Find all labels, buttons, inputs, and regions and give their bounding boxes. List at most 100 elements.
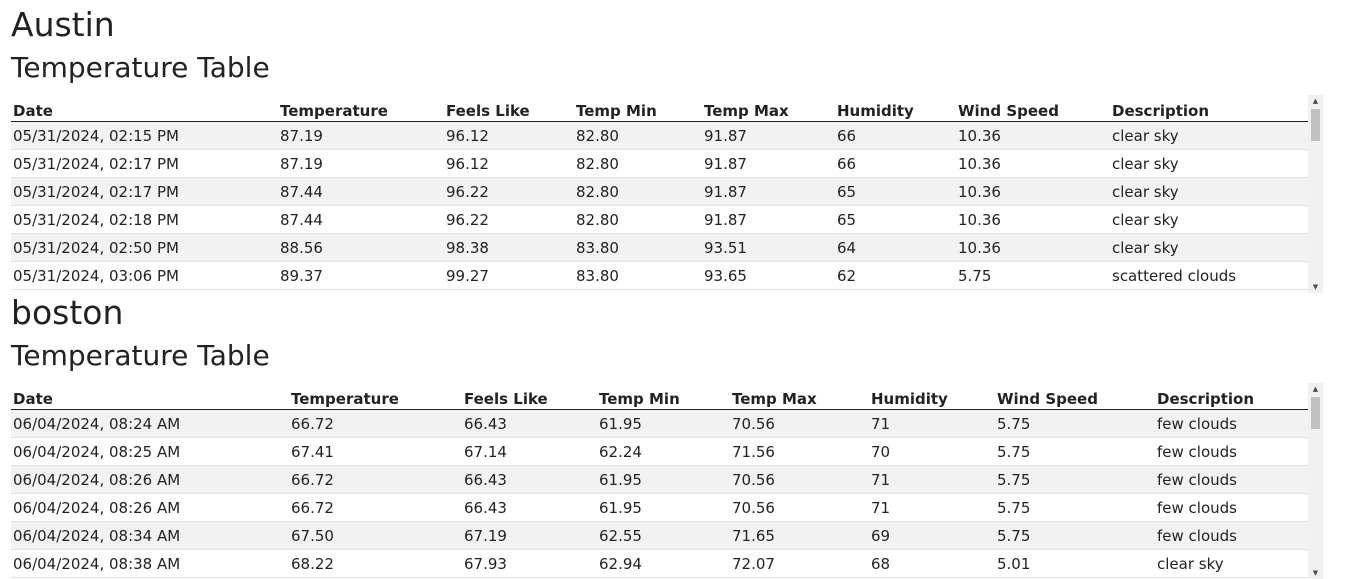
cell-date: 06/04/2024, 08:25 AM: [11, 437, 289, 466]
cell-date: 06/04/2024, 08:26 AM: [11, 493, 289, 522]
table-row: 06/04/2024, 08:26 AM 66.72 66.43 61.95 70.56…: [11, 465, 1308, 494]
cell-description: clear sky: [1110, 149, 1308, 178]
cell-temperature: 89.37: [278, 261, 444, 290]
cell-date: 06/04/2024, 08:24 AM: [11, 409, 289, 438]
cell-description: clear sky: [1110, 233, 1308, 262]
cell-description: clear sky: [1155, 549, 1308, 578]
table-scroll-container[interactable]: Date Temperature Feels Like Temp Min Tem…: [11, 95, 1323, 293]
cell-temp-max: 93.65: [702, 261, 835, 290]
table-row: 06/04/2024, 08:38 AM 68.22 67.93 62.94 72.07…: [11, 549, 1308, 578]
cell-feels-like: 96.22: [444, 177, 574, 206]
cell-wind-speed: 10.36: [956, 121, 1110, 150]
cell-temp-min: 61.95: [597, 465, 730, 494]
cell-feels-like: 66.43: [462, 493, 597, 522]
table-header-row: Date Temperature Feels Like Temp Min Tem…: [11, 383, 1308, 410]
cell-date: 05/31/2024, 02:50 PM: [11, 233, 278, 262]
cell-humidity: 71: [869, 465, 995, 494]
cell-temperature: 87.44: [278, 205, 444, 234]
cell-date: 06/04/2024, 08:34 AM: [11, 521, 289, 550]
table-row: 06/04/2024, 08:24 AM 66.72 66.43 61.95 70.56…: [11, 409, 1308, 438]
cell-temperature: 88.56: [278, 233, 444, 262]
cell-temp-max: 70.56: [730, 409, 869, 438]
table-row: 05/31/2024, 02:17 PM 87.44 96.22 82.80 91.87…: [11, 177, 1308, 206]
cell-date: 05/31/2024, 02:17 PM: [11, 177, 278, 206]
cell-date: 06/04/2024, 08:26 AM: [11, 465, 289, 494]
vertical-scrollbar[interactable]: ▲ ▼: [1308, 383, 1323, 579]
cell-temp-max: 70.56: [730, 465, 869, 494]
table-body: 06/04/2024, 08:24 AM 66.72 66.43 61.95 70.56…: [11, 409, 1308, 578]
table-row: 05/31/2024, 02:18 PM 87.44 96.22 82.80 91.87…: [11, 205, 1308, 234]
scrollbar-thumb[interactable]: [1311, 397, 1320, 429]
table-row: 05/31/2024, 02:17 PM 87.19 96.12 82.80 91.87…: [11, 149, 1308, 178]
cell-temp-min: 82.80: [574, 177, 702, 206]
column-header-description: Description: [1155, 383, 1308, 410]
cell-description: clear sky: [1110, 177, 1308, 206]
cell-feels-like: 67.19: [462, 521, 597, 550]
cell-humidity: 68: [869, 549, 995, 578]
cell-temp-min: 62.24: [597, 437, 730, 466]
cell-feels-like: 67.14: [462, 437, 597, 466]
cell-description: few clouds: [1155, 521, 1308, 550]
cell-temp-min: 62.55: [597, 521, 730, 550]
cell-humidity: 64: [835, 233, 956, 262]
scroll-up-arrow-icon[interactable]: ▲: [1312, 97, 1319, 105]
cell-description: few clouds: [1155, 409, 1308, 438]
table-title: Temperature Table: [11, 51, 270, 84]
cell-feels-like: 67.93: [462, 549, 597, 578]
cell-temp-min: 62.94: [597, 549, 730, 578]
column-header-temperature: Temperature: [278, 95, 444, 122]
cell-temp-min: 61.95: [597, 409, 730, 438]
column-header-wind-speed: Wind Speed: [956, 95, 1110, 122]
table-row: 05/31/2024, 02:15 PM 87.19 96.12 82.80 91.87…: [11, 121, 1308, 150]
cell-temperature: 66.72: [289, 493, 462, 522]
temperature-table: Date Temperature Feels Like Temp Min Tem…: [11, 95, 1308, 290]
cell-wind-speed: 10.36: [956, 177, 1110, 206]
cell-temp-max: 70.56: [730, 493, 869, 522]
cell-feels-like: 96.22: [444, 205, 574, 234]
scrollbar-thumb[interactable]: [1311, 109, 1320, 141]
table-header-row: Date Temperature Feels Like Temp Min Tem…: [11, 95, 1308, 122]
scroll-down-arrow-icon[interactable]: ▼: [1312, 569, 1319, 577]
cell-temp-max: 93.51: [702, 233, 835, 262]
cell-temp-min: 83.80: [574, 233, 702, 262]
cell-date: 05/31/2024, 02:15 PM: [11, 121, 278, 150]
cell-humidity: 65: [835, 177, 956, 206]
cell-description: few clouds: [1155, 437, 1308, 466]
cell-wind-speed: 10.36: [956, 205, 1110, 234]
vertical-scrollbar[interactable]: ▲ ▼: [1308, 95, 1323, 293]
cell-description: clear sky: [1110, 205, 1308, 234]
cell-humidity: 65: [835, 205, 956, 234]
table-row: 06/04/2024, 08:26 AM 66.72 66.43 61.95 70.56…: [11, 493, 1308, 522]
cell-wind-speed: 5.75: [956, 261, 1110, 290]
cell-temperature: 68.22: [289, 549, 462, 578]
cell-temp-max: 91.87: [702, 205, 835, 234]
cell-temp-max: 71.56: [730, 437, 869, 466]
table-row: 06/04/2024, 08:25 AM 67.41 67.14 62.24 71.56…: [11, 437, 1308, 466]
cell-date: 06/04/2024, 08:38 AM: [11, 549, 289, 578]
cell-description: clear sky: [1110, 121, 1308, 150]
cell-temperature: 87.44: [278, 177, 444, 206]
temperature-table: Date Temperature Feels Like Temp Min Tem…: [11, 383, 1308, 578]
cell-temp-min: 82.80: [574, 149, 702, 178]
column-header-wind-speed: Wind Speed: [995, 383, 1155, 410]
cell-temperature: 67.50: [289, 521, 462, 550]
cell-description: few clouds: [1155, 465, 1308, 494]
cell-description: scattered clouds: [1110, 261, 1308, 290]
cell-feels-like: 99.27: [444, 261, 574, 290]
cell-date: 05/31/2024, 02:17 PM: [11, 149, 278, 178]
cell-date: 05/31/2024, 02:18 PM: [11, 205, 278, 234]
scroll-up-arrow-icon[interactable]: ▲: [1312, 385, 1319, 393]
cell-temperature: 66.72: [289, 465, 462, 494]
table-row: 05/31/2024, 03:06 PM 89.37 99.27 83.80 93.65…: [11, 261, 1308, 290]
scroll-down-arrow-icon[interactable]: ▼: [1312, 283, 1319, 291]
column-header-date: Date: [11, 383, 289, 410]
cell-date: 05/31/2024, 03:06 PM: [11, 261, 278, 290]
cell-humidity: 70: [869, 437, 995, 466]
cell-wind-speed: 5.75: [995, 437, 1155, 466]
cell-temperature: 87.19: [278, 121, 444, 150]
table-scroll-container[interactable]: Date Temperature Feels Like Temp Min Tem…: [11, 383, 1323, 579]
table-title: Temperature Table: [11, 339, 270, 372]
cell-wind-speed: 5.75: [995, 493, 1155, 522]
cell-humidity: 66: [835, 149, 956, 178]
cell-description: few clouds: [1155, 493, 1308, 522]
